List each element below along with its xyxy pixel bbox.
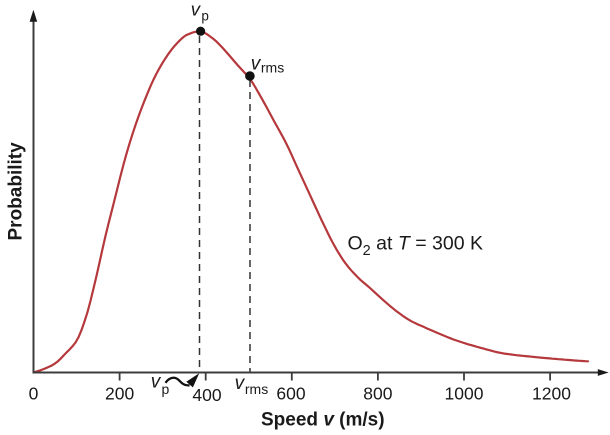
svg-text:Speed v (m/s): Speed v (m/s): [261, 410, 385, 431]
svg-text:200: 200: [105, 384, 134, 404]
svg-text:1000: 1000: [445, 384, 484, 404]
svg-text:vrms: vrms: [251, 54, 284, 76]
svg-text:1200: 1200: [532, 384, 571, 404]
svg-text:0: 0: [29, 384, 39, 404]
svg-text:vrms: vrms: [235, 373, 269, 397]
svg-text:400: 400: [192, 385, 221, 405]
svg-text:vp: vp: [151, 372, 170, 397]
svg-text:600: 600: [276, 384, 305, 404]
svg-text:O2 at T = 300 K: O2 at T = 300 K: [348, 233, 483, 260]
svg-text:Probability: Probability: [6, 142, 27, 241]
svg-text:800: 800: [363, 384, 392, 404]
svg-text:vp: vp: [191, 0, 209, 24]
